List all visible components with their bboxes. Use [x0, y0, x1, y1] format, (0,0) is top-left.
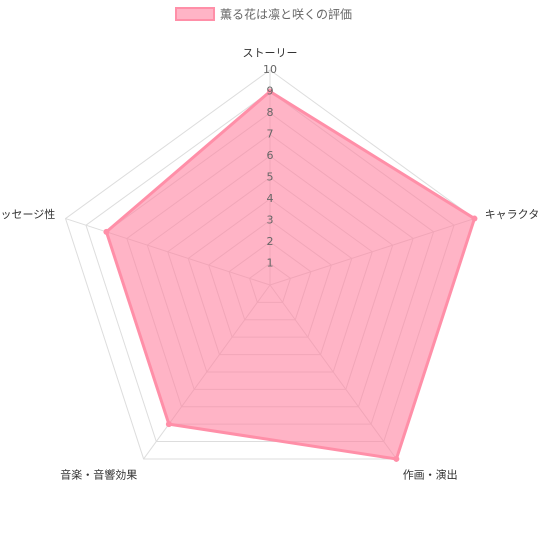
category-label: キャラクター: [485, 208, 540, 221]
r-tick-label: 7: [267, 128, 274, 141]
category-label: 作画・演出: [403, 468, 458, 482]
r-tick-label: 1: [267, 257, 274, 270]
category-label: 音楽・音響効果: [60, 468, 137, 482]
r-tick-label: 3: [267, 214, 274, 227]
category-label: ストーリー: [243, 46, 298, 59]
legend-label[interactable]: 薫る花は凛と咲くの評価: [220, 7, 352, 22]
point: [393, 455, 400, 462]
r-tick-label: 4: [267, 192, 274, 205]
grid-line: [64, 69, 476, 460]
r-tick-label: 9: [267, 85, 274, 98]
legend-swatch[interactable]: [175, 7, 215, 21]
point: [267, 88, 273, 95]
category-label: メッセージ性: [0, 207, 55, 221]
point: [165, 421, 172, 428]
point: [103, 228, 110, 235]
r-tick-label: 5: [267, 171, 274, 184]
r-tick-label: 6: [267, 149, 274, 162]
series-area: [104, 89, 477, 461]
r-tick-label: 10: [263, 63, 277, 76]
r-tick-label: 2: [267, 235, 274, 248]
r-tick-label: 8: [267, 106, 274, 119]
point: [471, 215, 478, 222]
